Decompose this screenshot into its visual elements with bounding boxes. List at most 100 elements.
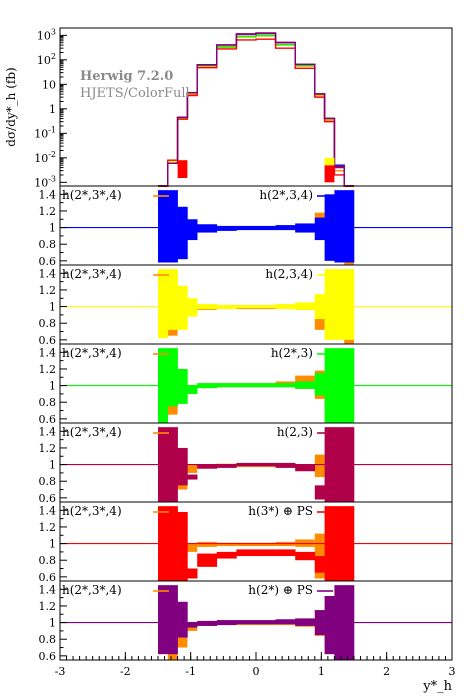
ratio-y-tick-label: 1.4 xyxy=(39,425,57,438)
ratio-series-band xyxy=(187,622,198,628)
ratio-y-tick-label: 0.8 xyxy=(39,317,57,330)
ratio-panel-5: 1.4 1.2 1 0.8 0.6 h(2*,3*,4) h(3*) ⊕ PS xyxy=(39,501,453,584)
main-error-band-red xyxy=(324,165,335,183)
ratio-series-band xyxy=(187,219,198,241)
ratio-y-tick-label: 1.4 xyxy=(39,267,57,280)
ratio-y-tick-label: 1.2 xyxy=(39,521,57,534)
ratio-series-legend-label: h(2*,3) xyxy=(271,346,313,360)
ratio-y-tick-label: 1.2 xyxy=(39,205,57,218)
ratio-series-band xyxy=(187,474,198,480)
ratio-series-band xyxy=(158,190,169,263)
ratio-y-tick-label: 0.6 xyxy=(39,334,57,347)
ratio-y-tick-label: 1 xyxy=(49,459,56,472)
ratio-series-band xyxy=(216,225,237,231)
ratio-series-band xyxy=(187,568,198,579)
ratio-series-band xyxy=(177,511,188,581)
ratio-series-band xyxy=(167,190,178,263)
ratio-series-band xyxy=(334,269,345,340)
ratio-series-band xyxy=(275,225,296,231)
ratio-ref-band xyxy=(187,543,198,552)
ratio-series-band xyxy=(236,549,257,557)
ratio-y-tick-label: 0.6 xyxy=(39,650,57,663)
ratio-series-legend-label: h(3*) ⊕ PS xyxy=(248,504,313,518)
ratio-y-tick-label: 0.8 xyxy=(39,633,57,646)
ratio-series-legend-label: h(2,3,4) xyxy=(265,267,313,281)
ratio-ref-legend-label: h(2*,3*,4) xyxy=(62,346,122,360)
x-tick-label: 3 xyxy=(449,665,456,678)
main-series-line-red xyxy=(158,38,354,187)
ratio-y-tick-label: 1.4 xyxy=(39,504,57,517)
ratio-series-band xyxy=(295,551,316,561)
x-axis-label: y*_h xyxy=(422,679,452,694)
x-axis: -3 -2 -1 0 1 2 3y*_h xyxy=(55,652,456,694)
ratio-series-band xyxy=(177,368,188,404)
ratio-ref-band xyxy=(197,541,217,547)
ratio-series-band xyxy=(275,549,296,557)
x-tick-label: 0 xyxy=(253,665,260,678)
main-error-band-red xyxy=(177,160,188,179)
ratio-series-band xyxy=(167,348,178,407)
ratio-panel-3: 1.4 1.2 1 0.8 0.6 h(2*,3*,4) h(2*,3) xyxy=(39,343,453,426)
ratio-series-line xyxy=(158,226,354,233)
ratio-y-tick-label: 1.2 xyxy=(39,363,57,376)
ratio-series-band xyxy=(187,385,198,394)
ratio-series-band xyxy=(216,551,237,559)
ratio-y-tick-label: 1 xyxy=(49,301,56,314)
main-series-line-purple xyxy=(158,32,354,187)
ratio-series-band xyxy=(177,601,188,638)
main-y-axis-label: dσ/dy*_h (fb) xyxy=(4,67,18,146)
ratio-y-tick-label: 0.8 xyxy=(39,396,57,409)
ratio-panel-4: 1.4 1.2 1 0.8 0.6 h(2*,3*,4) h(2,3) xyxy=(39,422,453,505)
ratio-panel-1: 1.4 1.2 1 0.8 0.6 h(2*,3*,4) h(2*,3,4) xyxy=(39,185,453,268)
ratio-series-band xyxy=(314,556,325,573)
ratio-y-tick-label: 0.8 xyxy=(39,475,57,488)
ratio-y-tick-label: 1 xyxy=(49,222,56,235)
setup-label: HJETS/ColorFull xyxy=(80,86,190,101)
main-y-tick-label: 10-3 xyxy=(34,174,56,189)
ratio-series-band xyxy=(197,464,218,469)
ratio-y-tick-label: 1.4 xyxy=(39,188,57,201)
ratio-y-tick-label: 0.6 xyxy=(39,571,57,584)
ratio-y-tick-label: 1 xyxy=(49,538,56,551)
ratio-series-band xyxy=(236,225,257,231)
ratio-series-band xyxy=(177,285,188,330)
ratio-y-tick-label: 1 xyxy=(49,380,56,393)
ratio-series-band xyxy=(314,373,325,396)
ratio-ref-band xyxy=(216,542,237,547)
ratio-series-band xyxy=(167,585,178,655)
ratio-ref-legend-label: h(2*,3*,4) xyxy=(62,425,122,439)
ratio-series-band xyxy=(314,485,325,500)
ratio-ref-band xyxy=(256,542,276,547)
main-y-tick-label: 10-1 xyxy=(34,125,56,140)
ratio-series-band xyxy=(197,553,218,567)
ratio-y-tick-label: 0.6 xyxy=(39,492,57,505)
ratio-series-band xyxy=(197,224,218,233)
ratio-series-band xyxy=(177,206,188,260)
ratio-panel-6: 1.4 1.2 1 0.8 0.6 h(2*,3*,4) h(2*) ⊕ PS xyxy=(39,580,453,663)
ratio-panel-2: 1.4 1.2 1 0.8 0.6 h(2*,3*,4) h(2,3,4) xyxy=(39,264,453,347)
main-y-tick-label: 10-2 xyxy=(34,150,56,165)
ratio-series-band xyxy=(295,464,316,472)
x-tick-label: 1 xyxy=(318,665,325,678)
ratio-y-tick-label: 1.2 xyxy=(39,600,57,613)
ratio-series-band xyxy=(314,217,325,241)
ratio-ref-legend-label: h(2*,3*,4) xyxy=(62,188,122,202)
ratio-y-tick-label: 1.2 xyxy=(39,284,57,297)
x-tick-label: -3 xyxy=(55,665,66,678)
ratio-y-tick-label: 0.6 xyxy=(39,413,57,426)
ratio-series-band xyxy=(158,585,169,655)
ratio-series-band xyxy=(344,269,355,340)
x-tick-label: -2 xyxy=(120,665,131,678)
ratio-series-band xyxy=(158,269,169,339)
ratio-y-tick-label: 0.8 xyxy=(39,238,57,251)
ratio-panels: 1.4 1.2 1 0.8 0.6 h(2*,3*,4) h(2*,3,4) 1.4 1.2 1 0… xyxy=(39,185,453,663)
x-tick-label: 2 xyxy=(383,665,390,678)
ratio-series-band xyxy=(344,190,355,263)
main-error-band-yellow xyxy=(324,157,335,166)
x-tick-label: -1 xyxy=(185,665,196,678)
ratio-series-band xyxy=(187,298,198,317)
ratio-y-tick-label: 1 xyxy=(49,617,56,630)
ratio-series-band xyxy=(256,549,276,557)
